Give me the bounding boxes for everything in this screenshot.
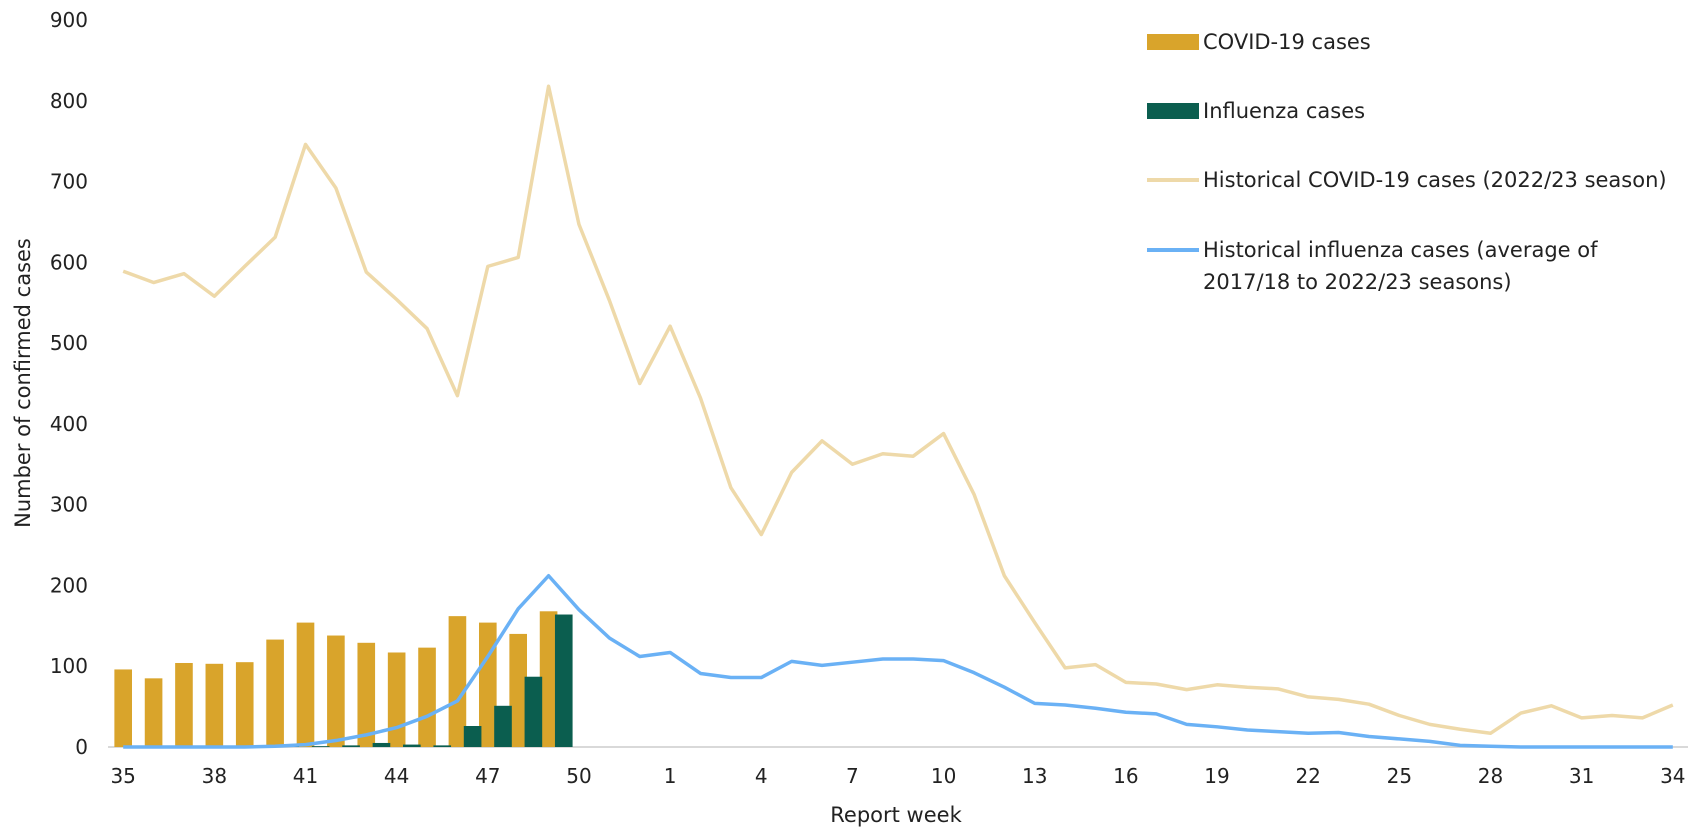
influenza-bar (403, 744, 421, 747)
covid-bar (418, 647, 436, 747)
legend-label: COVID-19 cases (1203, 30, 1371, 54)
covid-bar (327, 635, 345, 747)
legend-swatch (1147, 103, 1199, 119)
x-tick-label: 22 (1295, 764, 1320, 788)
x-tick-label: 50 (566, 764, 591, 788)
y-tick-label: 700 (50, 170, 88, 194)
covid-bar (175, 662, 193, 747)
historical-influenza-line (123, 574, 1673, 749)
bar-series (114, 611, 558, 747)
y-tick-label: 400 (50, 412, 88, 436)
y-tick-label: 100 (50, 654, 88, 678)
y-tick-label: 0 (75, 735, 88, 759)
covid-bar (114, 669, 132, 747)
historical-covid-series (122, 84, 1674, 736)
y-tick-label: 800 (50, 89, 88, 113)
influenza-bar (494, 705, 512, 747)
x-tick-label: 4 (755, 764, 768, 788)
x-tick-label: 7 (846, 764, 859, 788)
x-tick-label: 38 (202, 764, 227, 788)
y-tick-label: 600 (50, 250, 88, 274)
x-tick-label: 1 (664, 764, 677, 788)
covid-bar (235, 662, 254, 747)
covid-bar (144, 678, 163, 747)
series-layer (114, 84, 1674, 749)
covid-bar (296, 622, 315, 747)
y-tick-label: 900 (50, 8, 88, 32)
historical-covid-line (122, 84, 1674, 736)
legend-item: Historical COVID-19 cases (2022/23 seaso… (1147, 168, 1667, 192)
legend-swatch (1147, 34, 1199, 50)
covid-bar (539, 611, 558, 747)
legend-item: COVID-19 cases (1147, 30, 1371, 54)
covid-bar (479, 622, 497, 747)
legend-label: Historical influenza cases (average of 20… (1203, 238, 1598, 294)
legend-item: Influenza cases (1147, 99, 1365, 123)
covid-bar (387, 652, 406, 747)
influenza-bar (524, 676, 543, 747)
x-tick-label: 35 (110, 764, 135, 788)
bar-series (281, 614, 573, 747)
legend-label: Influenza cases (1203, 99, 1365, 123)
influenza-bar (311, 746, 330, 747)
covid-bar (266, 639, 284, 747)
x-tick-label: 44 (384, 764, 409, 788)
influenza-bar (342, 745, 360, 747)
x-tick-label: 13 (1022, 764, 1047, 788)
x-axis-title: Report week (830, 803, 962, 827)
influenza-bar (372, 742, 391, 747)
x-tick-label: 31 (1569, 764, 1594, 788)
y-tick-label: 200 (50, 573, 88, 597)
x-tick-label: 41 (293, 764, 318, 788)
y-tick-label: 500 (50, 331, 88, 355)
legend-item: Historical influenza cases (average of 20… (1147, 238, 1598, 294)
x-tick-label: 16 (1113, 764, 1138, 788)
legend: COVID-19 cases Influenza cases Historical … (1147, 30, 1667, 294)
influenza-bar (433, 745, 452, 747)
covid-bar (205, 663, 224, 747)
x-tick-label: 19 (1204, 764, 1229, 788)
influenza-bar (463, 726, 482, 747)
y-tick-label: 300 (50, 493, 88, 517)
y-axis-title: Number of confirmed cases (11, 238, 35, 528)
x-axis-ticks: 35 38 41 44 47 50 1 4 7 10 13 16 19 22 25 28 31 34 (110, 764, 1685, 788)
influenza-bar (554, 614, 573, 747)
historical-influenza-series (123, 574, 1673, 749)
covid-bar (448, 616, 467, 747)
legend-label: Historical COVID-19 cases (2022/23 seaso… (1203, 168, 1667, 192)
x-tick-label: 28 (1478, 764, 1503, 788)
covid-bar (357, 642, 376, 747)
x-tick-label: 34 (1660, 764, 1685, 788)
x-tick-label: 47 (475, 764, 500, 788)
x-tick-label: 10 (931, 764, 956, 788)
y-axis-ticks: 0 100 200 300 400 500 600 700 800 900 (50, 8, 88, 759)
covid-bar (509, 633, 527, 747)
x-tick-label: 25 (1387, 764, 1412, 788)
